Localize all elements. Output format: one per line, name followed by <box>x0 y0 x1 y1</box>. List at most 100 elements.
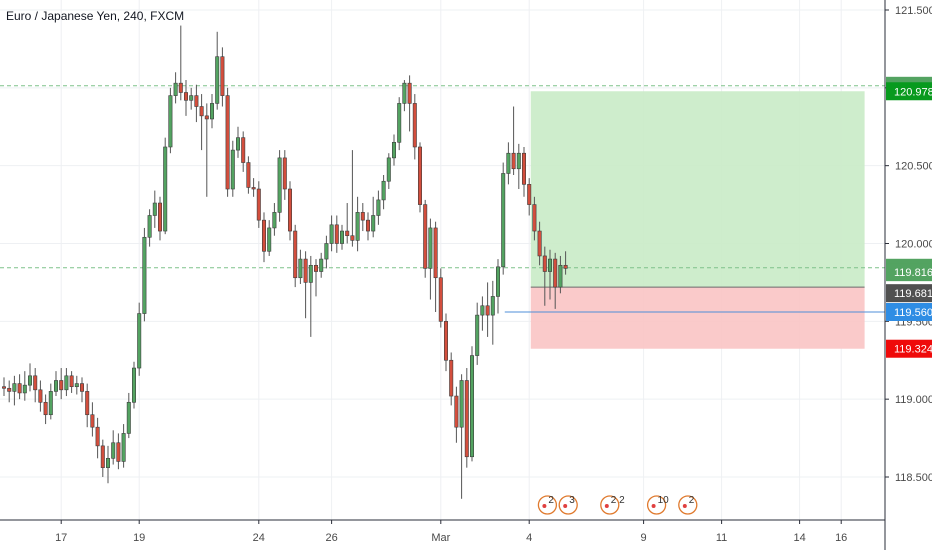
candle <box>158 196 163 241</box>
candle-body <box>111 442 116 459</box>
event-marker[interactable]: 3 <box>558 495 578 515</box>
candle <box>236 126 241 158</box>
candle <box>438 268 443 328</box>
candle <box>100 439 105 477</box>
candle-body <box>282 157 287 190</box>
candle-body <box>121 433 126 462</box>
candle-body <box>376 199 381 216</box>
candle-body <box>241 137 246 163</box>
candle <box>95 417 100 459</box>
candle-body <box>527 184 532 205</box>
candle-body <box>27 375 32 386</box>
price-tick-label: 119.000 <box>895 394 932 406</box>
price-tag-bg <box>886 284 932 303</box>
candle-body <box>407 82 412 104</box>
event-markers[interactable]: 2 3 2 2 10 2 <box>537 495 698 515</box>
candle <box>17 374 22 400</box>
candle-body <box>532 204 537 232</box>
candle <box>537 221 542 266</box>
candle <box>495 259 500 314</box>
loss-zone[interactable] <box>530 287 865 349</box>
candle <box>459 374 464 499</box>
candle-body <box>251 187 256 190</box>
candle-body <box>391 142 396 159</box>
event-count: 3 <box>569 495 575 506</box>
event-marker[interactable]: 2 <box>537 495 558 515</box>
candle <box>53 371 58 397</box>
candle <box>417 142 422 213</box>
candle <box>272 203 277 236</box>
candle-body <box>12 383 17 392</box>
candle <box>147 209 152 247</box>
candle <box>194 84 199 123</box>
candle-body <box>163 146 168 232</box>
candle-body <box>158 202 163 232</box>
candle-body <box>22 384 27 394</box>
candle <box>106 445 111 484</box>
candle-body <box>116 442 121 462</box>
candle <box>287 181 292 241</box>
candle <box>501 162 506 275</box>
candle-body <box>220 56 225 96</box>
price-tick-label: 120.000 <box>895 239 932 251</box>
time-tick-label: 4 <box>526 532 532 544</box>
candle-body <box>397 103 402 143</box>
price-tag-label: 119.560 <box>894 307 932 319</box>
candle-body <box>80 383 85 392</box>
position-zones[interactable] <box>530 91 865 349</box>
candle <box>376 190 381 225</box>
candle-body <box>537 230 542 257</box>
candle <box>412 94 417 160</box>
candle <box>350 150 355 247</box>
event-circle-icon <box>678 495 698 515</box>
candle-body <box>137 313 142 369</box>
candle <box>381 175 386 210</box>
candle-body <box>85 391 90 416</box>
candle-body <box>433 227 438 279</box>
candle <box>251 178 256 197</box>
candle <box>74 375 79 395</box>
candle-body <box>449 359 454 397</box>
time-tick-label: Mar <box>431 532 450 544</box>
candle <box>397 97 402 151</box>
price-tag-label: 120.978 <box>894 86 932 98</box>
candle-body <box>469 355 474 458</box>
candle-body <box>189 95 194 101</box>
candle <box>293 224 298 288</box>
candle-body <box>246 162 251 188</box>
time-tick-label: 19 <box>133 532 145 544</box>
candle-body <box>563 264 568 269</box>
candle-body <box>345 230 350 237</box>
candle <box>121 424 126 468</box>
candle-body <box>402 82 407 104</box>
candle-body <box>152 202 157 216</box>
candle-body <box>199 106 204 117</box>
price-tag: 119.816 <box>886 263 932 282</box>
candle <box>27 363 32 392</box>
time-axis[interactable]: 17 19 24 26 Mar 4 9 11 14 16 <box>0 519 885 544</box>
candle <box>48 383 53 420</box>
candle <box>38 380 43 412</box>
event-marker[interactable]: 10 <box>646 495 670 515</box>
candle <box>126 392 131 439</box>
candle <box>449 352 454 406</box>
candle <box>204 103 209 197</box>
event-dot-icon <box>563 504 568 508</box>
candle-body <box>204 115 209 120</box>
price-tag-label: 119.324 <box>894 344 932 356</box>
candle <box>142 227 147 322</box>
candle <box>132 361 137 409</box>
candle <box>527 178 532 216</box>
price-tag: 119.560 <box>886 302 932 321</box>
candle <box>511 106 516 176</box>
candle-body <box>1 386 7 389</box>
candle-body <box>38 389 43 403</box>
candle-body <box>516 152 521 170</box>
candle <box>433 221 438 312</box>
event-marker[interactable]: 2 <box>678 495 698 515</box>
profit-zone[interactable] <box>530 91 865 288</box>
candles <box>1 25 568 499</box>
event-marker[interactable]: 2 2 <box>600 495 625 515</box>
candle-body <box>464 380 469 458</box>
